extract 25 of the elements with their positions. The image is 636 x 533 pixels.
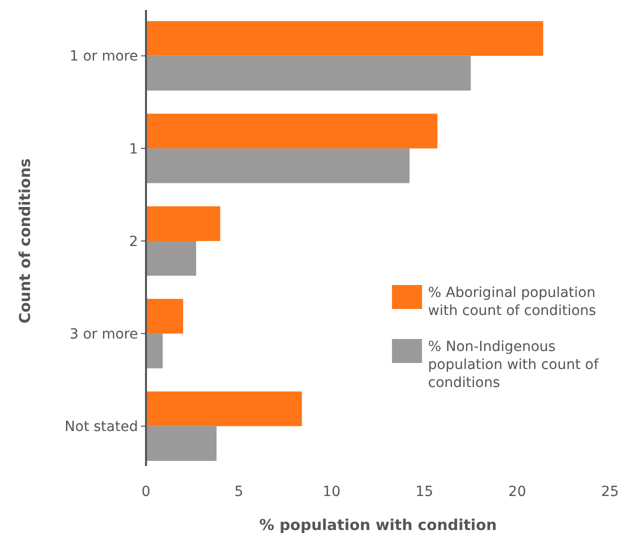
bar (146, 114, 438, 148)
y-tick-label: Not stated (64, 419, 138, 436)
x-tick-label: 25 (601, 484, 619, 500)
y-tick-label: 1 or more (70, 48, 138, 65)
bar (146, 148, 410, 184)
bar (146, 241, 196, 276)
x-tick-label: 20 (508, 484, 526, 500)
bar (146, 426, 217, 461)
bar (146, 298, 184, 334)
x-tick-label: 15 (415, 484, 434, 500)
bar (146, 56, 471, 91)
y-tick-label: 1 (129, 141, 138, 158)
x-axis-title: % population with condition (259, 516, 497, 533)
x-tick-label: 10 (322, 484, 341, 500)
legend-label: % Non-Indigenous population with count of conditions (428, 339, 600, 391)
y-tick-label: 2 (129, 234, 138, 250)
x-tick-label: 5 (234, 484, 244, 500)
y-axis-title: Count of conditions (16, 158, 34, 324)
y-tick-label: 3 or more (70, 326, 138, 342)
bar (146, 334, 163, 368)
bar (146, 206, 220, 241)
bar (146, 21, 544, 56)
x-tick-label: 0 (142, 484, 150, 500)
legend-label: % Aboriginal population with count of conditions (428, 285, 596, 319)
bar (146, 391, 302, 426)
